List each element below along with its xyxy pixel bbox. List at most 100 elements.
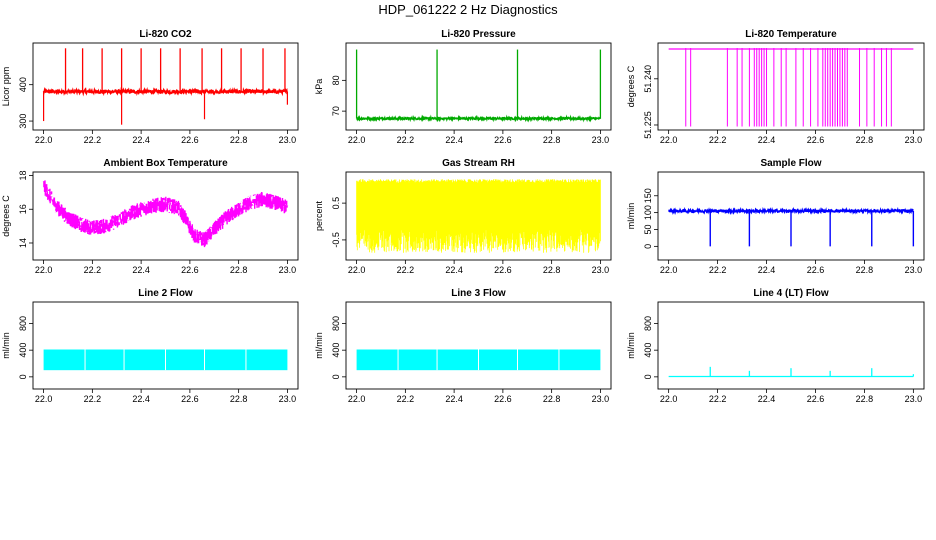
panel-line4: Line 4 (LT) Flow ml/min 22.0 22.2 22.4 22.6 22… xyxy=(626,288,925,404)
y-tick-label: 51.240 xyxy=(643,65,653,93)
x-tick-label: 22.6 xyxy=(807,135,825,145)
x-tick-label: 22.6 xyxy=(181,135,199,145)
panel-ambient: Ambient Box Temperature degrees C 22.0 22.2… xyxy=(1,158,299,275)
x-tick-label: 22.4 xyxy=(132,394,150,404)
x-tick-label: 22.0 xyxy=(348,135,366,145)
y-tick-label: -0.5 xyxy=(331,232,341,248)
series-line2 xyxy=(43,349,288,371)
x-tick-label: 22.4 xyxy=(758,135,776,145)
panel-line3: Line 3 Flow ml/min 22.0 22.2 22.4 22.6 22.8 23.… xyxy=(314,288,612,404)
panel-title: Line 4 (LT) Flow xyxy=(753,288,829,299)
panel-co2: Li-820 CO2 Licor ppm 22.0 22.2 22.4 22.6 22.8 2… xyxy=(1,29,299,145)
plot-frame xyxy=(657,42,925,131)
y-tick-label: 80 xyxy=(331,75,341,85)
y-tick-label: 0.5 xyxy=(331,197,341,210)
y-tick-label: 150 xyxy=(643,188,653,203)
plot-frame xyxy=(345,42,612,131)
y-tick-label: 800 xyxy=(18,316,28,331)
x-tick-label: 22.2 xyxy=(709,394,727,404)
x-tick-label: 22.8 xyxy=(543,265,561,275)
y-tick-label: 50 xyxy=(643,224,653,234)
y-axis-label: degrees C xyxy=(626,65,636,107)
panel-title: Li-820 Pressure xyxy=(441,29,516,40)
panel-title: Line 2 Flow xyxy=(138,288,193,299)
series-ambient xyxy=(42,180,289,248)
x-tick-label: 22.0 xyxy=(660,394,678,404)
y-tick-label: 400 xyxy=(18,343,28,358)
x-tick-label: 22.8 xyxy=(230,394,248,404)
x-tick-label: 22.6 xyxy=(494,265,512,275)
series-rh xyxy=(356,179,601,253)
y-tick-label: 14 xyxy=(18,238,28,248)
series-band xyxy=(42,180,289,248)
x-tick-label: 22.0 xyxy=(660,265,678,275)
y-tick-label: 0 xyxy=(18,374,28,379)
y-tick-label: 16 xyxy=(18,204,28,214)
panel-title: Sample Flow xyxy=(760,158,821,169)
x-tick-label: 22.4 xyxy=(445,265,463,275)
y-axis-label: percent xyxy=(314,200,324,231)
plot-frame xyxy=(657,301,925,390)
x-tick-label: 22.8 xyxy=(856,135,874,145)
page-title: HDP_061222 2 Hz Diagnostics xyxy=(378,2,558,17)
plot-frame xyxy=(657,171,925,261)
y-axis-label: ml/min xyxy=(314,332,324,359)
x-tick-label: 22.2 xyxy=(84,265,102,275)
panel-title: Li-820 Temperature xyxy=(745,29,837,40)
series-line4 xyxy=(668,366,915,378)
x-tick-label: 22.6 xyxy=(494,394,512,404)
x-tick-label: 23.0 xyxy=(592,135,610,145)
series-noise xyxy=(356,179,601,253)
x-tick-label: 22.8 xyxy=(856,394,874,404)
x-tick-label: 23.0 xyxy=(905,265,923,275)
x-tick-label: 22.4 xyxy=(758,265,776,275)
x-tick-label: 22.4 xyxy=(758,394,776,404)
y-tick-label: 400 xyxy=(18,77,28,92)
panel-title: Gas Stream RH xyxy=(442,158,515,169)
series-line3 xyxy=(356,349,601,371)
x-tick-label: 22.6 xyxy=(181,394,199,404)
series-line xyxy=(356,114,602,123)
x-tick-label: 23.0 xyxy=(279,265,297,275)
x-tick-label: 22.8 xyxy=(230,135,248,145)
plot-frame xyxy=(32,42,299,131)
y-axis-label: degrees C xyxy=(1,195,11,237)
x-tick-label: 23.0 xyxy=(279,135,297,145)
y-tick-label: 400 xyxy=(331,343,341,358)
plot-frame xyxy=(345,301,612,390)
x-tick-label: 23.0 xyxy=(592,394,610,404)
y-axis-label: ml/min xyxy=(1,332,11,359)
x-tick-label: 22.8 xyxy=(543,135,561,145)
x-tick-label: 22.6 xyxy=(807,265,825,275)
x-tick-label: 23.0 xyxy=(905,135,923,145)
x-tick-label: 22.2 xyxy=(709,135,727,145)
x-tick-label: 22.6 xyxy=(181,265,199,275)
series-sample xyxy=(668,206,915,247)
y-axis-label: Licor ppm xyxy=(1,67,11,107)
x-tick-label: 22.4 xyxy=(445,135,463,145)
x-tick-label: 23.0 xyxy=(592,265,610,275)
plot-frame xyxy=(32,171,299,261)
panel-pressure: Li-820 Pressure kPa 22.0 22.2 22.4 22.6 22.8 23… xyxy=(314,29,612,145)
y-tick-label: 800 xyxy=(331,316,341,331)
y-tick-label: 800 xyxy=(643,316,653,331)
y-tick-label: 0 xyxy=(643,374,653,379)
x-tick-label: 22.6 xyxy=(807,394,825,404)
x-tick-label: 22.2 xyxy=(84,394,102,404)
x-tick-label: 22.2 xyxy=(397,135,415,145)
x-tick-label: 22.8 xyxy=(543,394,561,404)
y-tick-label: 70 xyxy=(331,106,341,116)
y-tick-label: 100 xyxy=(643,205,653,220)
series-line xyxy=(668,206,914,216)
plot-frame xyxy=(345,171,612,261)
x-tick-label: 22.0 xyxy=(348,265,366,275)
y-axis-label: kPa xyxy=(314,79,324,95)
x-tick-label: 22.0 xyxy=(35,394,53,404)
x-tick-label: 22.4 xyxy=(132,265,150,275)
panel-sample: Sample Flow ml/min 22.0 22.2 22.4 22.6 22.8 23.… xyxy=(626,158,925,275)
panel-rh: Gas Stream RH percent 22.0 22.2 22.4 22.6 22.8… xyxy=(314,158,612,275)
y-axis-label: ml/min xyxy=(626,332,636,359)
x-tick-label: 22.2 xyxy=(397,394,415,404)
panel-title: Li-820 CO2 xyxy=(139,29,192,40)
